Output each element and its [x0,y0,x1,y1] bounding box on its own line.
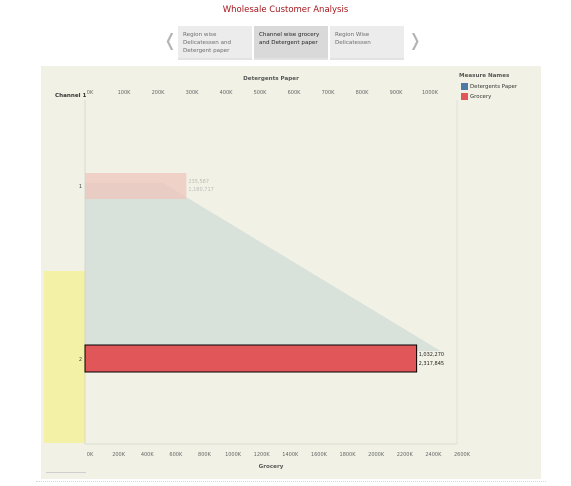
top-axis-tick-label: 300K [186,90,200,96]
data-label: 2,317,845 [419,361,444,367]
legend-swatch-grocery [461,93,468,100]
category-label: 2 [79,357,82,363]
bottom-axis-tick-label: 1200K [254,452,271,458]
legend-label: Grocery [470,94,492,100]
top-axis-tick-label: 700K [322,90,336,96]
top-axis-tick-label: 400K [220,90,234,96]
bottom-axis-tick-label: 1800K [340,452,357,458]
selected-row-highlight [44,271,85,443]
top-axis-tick-label: 600K [288,90,302,96]
bottom-axis-tick-label: 2600K [454,452,471,458]
top-axis-tick-label: 1000K [422,90,439,96]
legend-item-detergents-paper[interactable]: Detergents Paper [461,83,517,90]
row-header: Channel 1 [55,93,86,99]
top-axis-tick-label: 0K [87,90,94,96]
bottom-axis-tick-label: 1000K [225,452,242,458]
bottom-axis-tick-label: 800K [198,452,212,458]
bar-channel-1 [85,173,187,199]
top-axis-tick-label: 900K [390,90,404,96]
dashboard-title: Wholesale Customer Analysis [222,5,349,15]
bottom-axis-tick-label: 2000K [368,452,385,458]
transition-shadow [85,183,441,351]
chevron-right-icon[interactable]: ❭ [408,31,423,51]
tab-region-delicatessen[interactable]: Region Wise Delicatessen [330,26,404,60]
divider [46,472,86,473]
footer-toolbar [36,481,546,486]
bar-channel-2 [84,344,418,373]
bottom-axis-tick-label: 1600K [311,452,328,458]
chevron-left-icon[interactable]: ❬ [163,31,178,51]
legend-title: Measure Names [459,73,510,79]
tab-channel-grocery-detergent[interactable]: Channel wise grocery and Detergent paper [254,26,328,60]
data-label: 1,032,270 [419,352,444,358]
top-axis-tick-label: 500K [254,90,268,96]
top-axis-title: Detergents Paper [243,76,299,82]
top-axis-tick-label: 100K [118,90,132,96]
bottom-axis-tick-label: 2400K [425,452,442,458]
top-axis-tick-label: 200K [152,90,166,96]
data-label: 1,180,717 [188,187,213,193]
bottom-axis-title: Grocery [259,464,284,470]
bottom-axis-tick-label: 0K [87,452,94,458]
story-navigator: Region wise Delicatessen and Detergent p… [178,26,405,62]
bottom-axis-tick-label: 400K [141,452,155,458]
legend-item-grocery[interactable]: Grocery [461,93,491,100]
bottom-axis-tick-label: 200K [112,452,126,458]
data-label: 235,587 [188,179,209,185]
top-axis-tick-label: 800K [356,90,370,96]
legend-label: Detergents Paper [470,84,518,90]
category-label: 1 [79,184,82,190]
bottom-axis-tick-label: 1400K [282,452,299,458]
bottom-axis-tick-label: 2200K [397,452,414,458]
legend-swatch-detergents-paper [461,83,468,90]
tab-region-delicatessen-detergent[interactable]: Region wise Delicatessen and Detergent p… [178,26,252,60]
bottom-axis-tick-label: 600K [169,452,183,458]
